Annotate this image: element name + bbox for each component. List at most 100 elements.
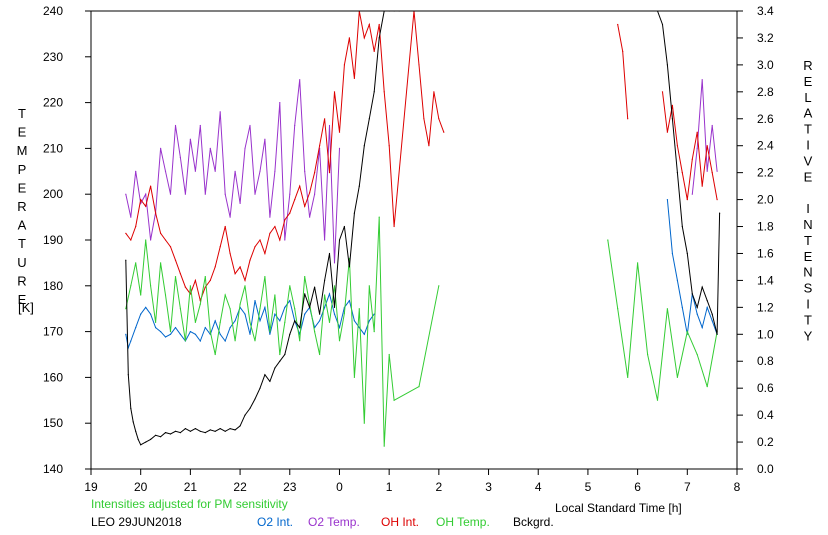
data-point-oh-int [681, 172, 683, 174]
data-point-oh-int [363, 37, 365, 39]
y-right-tick-label: 1.2 [757, 300, 774, 314]
data-point-oh-int [348, 37, 350, 39]
data-point-o2-temp [239, 202, 241, 204]
data-point-bckgrd [135, 430, 137, 432]
y-left-tick-label: 180 [43, 279, 63, 293]
data-point-bckgrd [234, 429, 236, 431]
data-point-oh-int [388, 145, 390, 147]
data-point-oh-int [289, 212, 291, 214]
data-point-oh-int [716, 199, 718, 201]
right-axis-title-letter: T [804, 312, 812, 327]
data-point-o2-temp [706, 170, 708, 172]
data-point-bckgrd [691, 293, 693, 295]
data-point-bckgrd [666, 64, 669, 66]
data-point-oh-int [234, 273, 236, 275]
data-point-bckgrd [299, 327, 301, 329]
data-point-oh-temp [418, 386, 420, 388]
data-point-oh-int [239, 266, 241, 268]
data-point-o2-int [324, 306, 326, 308]
left-axis-title-letter: T [18, 106, 26, 121]
data-point-o2-int [140, 313, 142, 315]
data-point-oh-temp [130, 285, 132, 287]
data-point-oh-int [125, 232, 127, 234]
data-point-o2-int [338, 327, 341, 329]
data-point-oh-temp [328, 321, 331, 323]
right-axis-title-letter: I [806, 138, 810, 153]
data-point-bckgrd [661, 23, 664, 26]
y-right-tick-label: 2.2 [757, 166, 774, 180]
data-point-o2-temp [274, 170, 276, 172]
data-point-o2-temp [691, 193, 693, 195]
data-point-oh-int [194, 279, 196, 281]
data-point-oh-temp [363, 422, 365, 424]
data-point-bckgrd [244, 414, 246, 416]
data-point-oh-temp [607, 239, 609, 241]
data-point-oh-int [145, 205, 147, 207]
axes-layer [90, 10, 738, 470]
data-point-o2-int [224, 340, 226, 342]
data-point-bckgrd [686, 252, 688, 255]
data-point-o2-int [135, 327, 137, 329]
data-point-bckgrd [132, 421, 134, 423]
data-point-o2-int [279, 320, 281, 322]
data-point-oh-temp [264, 276, 266, 278]
data-point-oh-temp [135, 262, 137, 264]
data-point-bckgrd [279, 360, 281, 362]
series-line-oh-int [617, 24, 629, 119]
data-point-oh-int [324, 118, 326, 120]
data-point-o2-int [289, 300, 291, 302]
data-point-oh-int [676, 145, 679, 147]
data-point-bckgrd [328, 252, 331, 255]
x-tick-label: 2 [436, 480, 443, 494]
data-point-bckgrd [155, 434, 157, 436]
data-point-oh-int [169, 246, 172, 248]
data-point-bckgrd [164, 432, 167, 434]
data-point-oh-int [269, 232, 271, 234]
data-point-o2-temp [254, 193, 256, 195]
data-point-bckgrd [249, 407, 251, 409]
data-point-oh-int [333, 91, 336, 93]
left-axis-unit: [K] [18, 300, 34, 315]
data-point-o2-int [269, 333, 271, 335]
data-point-oh-temp [179, 308, 181, 310]
data-point-o2-int [274, 313, 276, 315]
y-left-tick-label: 190 [43, 233, 63, 247]
data-point-oh-int [383, 91, 385, 93]
data-point-oh-temp [234, 340, 236, 342]
plot-frame [90, 10, 738, 470]
data-point-oh-int [622, 50, 624, 53]
data-point-oh-temp [637, 262, 639, 264]
left-axis-title-letter: R [17, 199, 26, 214]
data-point-o2-int [125, 333, 127, 335]
data-point-bckgrd [174, 430, 177, 432]
data-point-oh-int [150, 185, 152, 187]
x-tick-label: 23 [283, 480, 297, 494]
data-point-bckgrd [125, 259, 127, 261]
data-point-oh-int [249, 259, 251, 261]
data-point-o2-int [363, 333, 365, 335]
data-point-oh-int [319, 145, 321, 147]
data-point-o2-int [701, 327, 703, 329]
data-point-o2-temp [209, 147, 211, 149]
data-point-o2-temp [204, 193, 206, 195]
data-point-oh-int [378, 23, 380, 26]
data-point-o2-temp [314, 193, 316, 195]
data-point-o2-int [249, 333, 251, 335]
y-left-tick-label: 170 [43, 325, 63, 339]
data-point-o2-temp [269, 216, 271, 218]
data-point-o2-int [259, 320, 261, 322]
data-point-oh-temp [627, 376, 629, 378]
data-point-oh-int [691, 158, 693, 160]
y-right-tick-label: 1.4 [757, 273, 774, 287]
data-point-oh-temp [224, 294, 226, 296]
data-point-o2-temp [284, 239, 286, 241]
data-point-o2-int [348, 300, 350, 302]
data-point-bckgrd [378, 37, 380, 39]
left-axis-title-letter: E [18, 180, 27, 195]
data-point-o2-int [160, 331, 162, 333]
data-point-o2-temp [264, 138, 266, 140]
data-point-oh-temp [438, 285, 440, 287]
data-point-oh-int [259, 239, 261, 241]
data-point-oh-int [428, 145, 430, 147]
data-point-oh-temp [279, 353, 281, 356]
